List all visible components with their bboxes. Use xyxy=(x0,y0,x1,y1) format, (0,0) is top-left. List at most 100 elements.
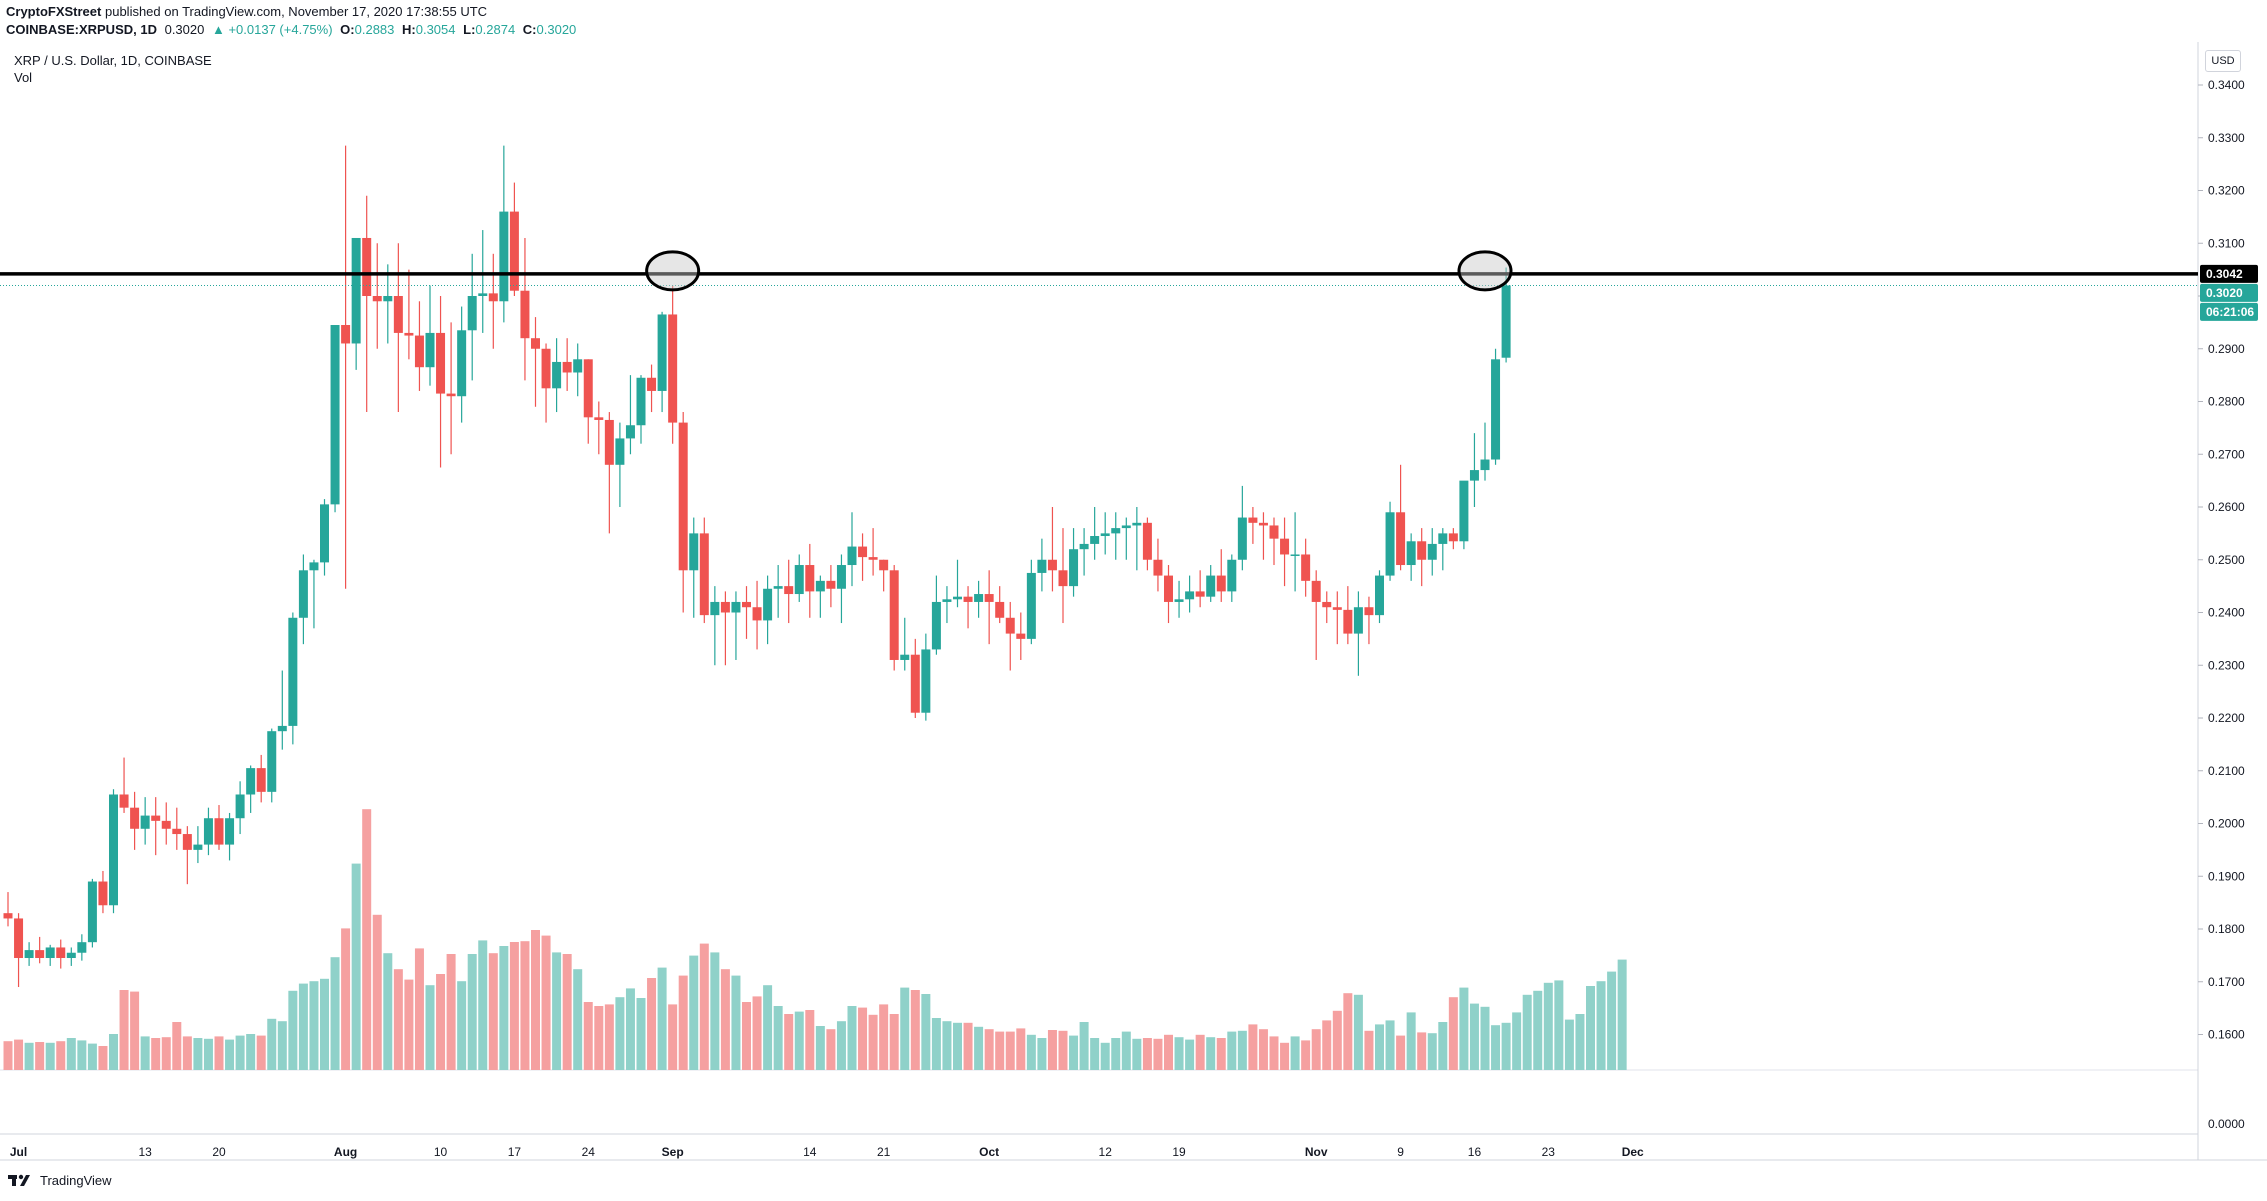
candle-body xyxy=(341,325,351,344)
volume-bar xyxy=(868,1014,878,1070)
volume-bar xyxy=(826,1029,836,1070)
candle-body xyxy=(119,794,129,808)
candle-body xyxy=(1469,470,1479,481)
volume-bar xyxy=(161,1037,171,1070)
symbol-label[interactable]: COINBASE:XRPUSD, 1D xyxy=(6,22,157,37)
volume-bar xyxy=(1142,1038,1152,1070)
volume-zero-label: 0.0000 xyxy=(2208,1117,2245,1131)
candle-body xyxy=(531,338,540,349)
volume-bar xyxy=(953,1022,962,1070)
volume-bar xyxy=(984,1029,994,1070)
volume-bar xyxy=(1512,1012,1522,1070)
volume-bar xyxy=(1311,1029,1321,1070)
candle-body xyxy=(1174,599,1184,602)
volume-bar xyxy=(467,954,477,1070)
y-tick-label: 0.1900 xyxy=(2208,869,2245,883)
volume-bar xyxy=(309,981,319,1070)
volume-bar xyxy=(1385,1020,1395,1070)
volume-bar xyxy=(604,1004,614,1070)
volume-bar xyxy=(214,1036,224,1070)
candle-body xyxy=(393,296,403,333)
volume-bar xyxy=(1427,1033,1437,1070)
candle-body xyxy=(805,565,815,592)
volume-bar xyxy=(130,991,140,1070)
candle-body xyxy=(56,947,66,959)
volume-bar xyxy=(552,952,562,1070)
candle-body xyxy=(1142,522,1152,560)
volume-bar xyxy=(1005,1031,1015,1070)
x-tick-label: 10 xyxy=(434,1145,448,1159)
candle-body xyxy=(1153,559,1163,576)
candle-body xyxy=(657,314,667,391)
countdown-label-bg xyxy=(2200,302,2258,321)
candle-body xyxy=(14,918,24,959)
candle-body xyxy=(372,296,382,302)
volume-bar xyxy=(1491,1025,1501,1070)
candle-body xyxy=(742,601,751,608)
candle-body xyxy=(900,654,910,660)
candle-body xyxy=(1501,285,1511,358)
candle-body xyxy=(467,296,477,331)
candle-body xyxy=(351,237,361,344)
volume-bar xyxy=(963,1022,973,1070)
volume-bar xyxy=(1227,1031,1237,1070)
candle-body xyxy=(953,596,962,600)
volume-bar xyxy=(1332,1010,1342,1070)
candle-body xyxy=(668,314,678,423)
candle-body xyxy=(151,815,161,821)
candle-body xyxy=(1301,554,1311,581)
currency-button[interactable]: USD xyxy=(2205,50,2241,72)
candle-body xyxy=(225,818,235,845)
volume-bar xyxy=(1575,1014,1585,1070)
volume-bar xyxy=(858,1007,868,1070)
volume-bar xyxy=(1258,1029,1268,1070)
volume-bar xyxy=(1290,1036,1300,1070)
volume-bar xyxy=(1448,997,1458,1070)
x-tick-label: 20 xyxy=(212,1145,226,1159)
volume-bar xyxy=(995,1031,1005,1070)
candle-body xyxy=(910,654,920,713)
x-tick-label: Oct xyxy=(979,1145,999,1159)
candle-body xyxy=(436,332,446,394)
candle-body xyxy=(625,425,635,439)
candle-body xyxy=(995,601,1005,618)
x-tick-label: 23 xyxy=(1542,1145,1556,1159)
volume-bar xyxy=(752,996,762,1070)
volume-bar xyxy=(1280,1042,1290,1070)
tradingview-logo[interactable]: TradingView xyxy=(8,1172,112,1188)
volume-bar xyxy=(1206,1037,1216,1070)
candle-body xyxy=(383,296,393,302)
volume-bar xyxy=(1543,982,1553,1070)
candlesticks xyxy=(3,145,1511,988)
vol-label[interactable]: Vol xyxy=(14,70,33,85)
publisher-name[interactable]: CryptoFXStreet xyxy=(6,4,102,19)
candle-body xyxy=(1079,543,1089,550)
candle-body xyxy=(984,594,994,602)
y-tick-label: 0.2700 xyxy=(2208,447,2245,461)
candle-body xyxy=(573,359,583,373)
volume-bar xyxy=(330,957,340,1070)
candle-body xyxy=(1396,512,1406,566)
candle-body xyxy=(457,330,467,397)
volume-bar xyxy=(1237,1030,1247,1070)
countdown-label: 06:21:06 xyxy=(2206,305,2254,319)
candle-body xyxy=(109,794,118,906)
volume-bar xyxy=(1607,971,1617,1070)
volume-bar xyxy=(457,981,467,1070)
candle-body xyxy=(1164,575,1173,602)
y-tick-label: 0.1700 xyxy=(2208,975,2245,989)
candle-body xyxy=(1406,541,1416,566)
volume-bar xyxy=(414,948,424,1070)
candle-body xyxy=(1132,522,1142,526)
ohlc-line: COINBASE:XRPUSD, 1D 0.3020 ▲ +0.0137 (+4… xyxy=(6,22,576,37)
volume-bar xyxy=(931,1018,941,1070)
x-tick-label: 16 xyxy=(1468,1145,1482,1159)
volume-bar xyxy=(1533,990,1543,1070)
candle-body xyxy=(1121,525,1131,529)
candle-body xyxy=(836,565,846,589)
volume-bar xyxy=(720,969,730,1070)
volume-bar xyxy=(98,1046,108,1070)
volume-bar xyxy=(256,1035,266,1070)
candle-body xyxy=(974,594,984,602)
